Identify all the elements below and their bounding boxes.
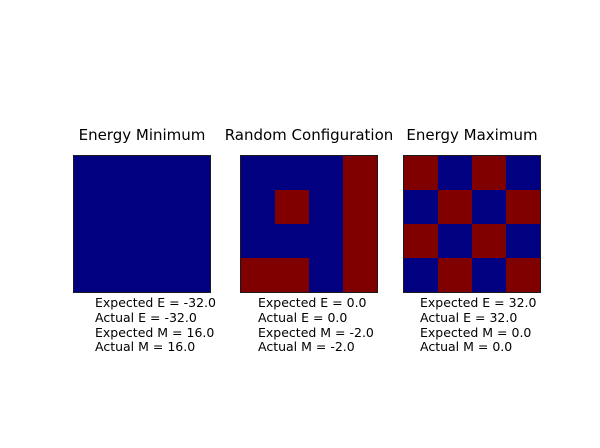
- spin-cell-blue: [142, 258, 176, 292]
- spin-cell-blue: [275, 224, 309, 258]
- stat-line-expected-e: Expected E = 0.0: [258, 295, 367, 310]
- spin-cell-blue: [309, 224, 343, 258]
- stat-line-expected-e: Expected E = -32.0: [95, 295, 216, 310]
- stat-line-expected-e: Expected E = 32.0: [420, 295, 537, 310]
- spin-cell-red: [343, 190, 377, 224]
- spin-cell-blue: [241, 190, 275, 224]
- spin-cell-blue: [438, 224, 472, 258]
- spin-cell-blue: [309, 190, 343, 224]
- spin-cell-blue: [142, 224, 176, 258]
- spin-cell-blue: [506, 224, 540, 258]
- stat-line-actual-e: Actual E = -32.0: [95, 309, 197, 325]
- spin-cell-red: [472, 156, 506, 190]
- spin-cell-blue: [309, 156, 343, 190]
- heatmap-energy-maximum: [403, 155, 541, 293]
- spin-cell-blue: [108, 258, 142, 292]
- spin-cell-red: [506, 258, 540, 292]
- heatmap-random-configuration: [240, 155, 378, 293]
- stat-line-actual-m: Actual M = 0.0: [420, 339, 513, 355]
- spin-cell-blue: [142, 156, 176, 190]
- spin-cell-blue: [176, 190, 210, 224]
- spin-cell-blue: [472, 190, 506, 224]
- stats-block-energy-minimum: Expected E = -32.0 Actual E = -32.0 Expe…: [95, 295, 216, 355]
- spin-cell-blue: [74, 224, 108, 258]
- spin-cell-blue: [241, 224, 275, 258]
- spin-cell-blue: [108, 156, 142, 190]
- spin-cell-blue: [404, 258, 438, 292]
- spin-cell-blue: [108, 224, 142, 258]
- stat-line-expected-m: Expected M = 16.0: [95, 324, 215, 340]
- spin-cell-blue: [176, 156, 210, 190]
- spin-cell-red: [438, 258, 472, 292]
- spin-cell-red: [343, 224, 377, 258]
- spin-cell-red: [343, 156, 377, 190]
- spin-cell-blue: [241, 156, 275, 190]
- spin-cell-red: [241, 258, 275, 292]
- spin-cell-blue: [74, 190, 108, 224]
- panel-title-random-configuration: Random Configuration: [224, 126, 394, 144]
- panel-title-energy-minimum: Energy Minimum: [78, 126, 206, 144]
- spin-cell-blue: [309, 258, 343, 292]
- spin-cell-red: [438, 190, 472, 224]
- stat-line-actual-m: Actual M = -2.0: [258, 339, 355, 355]
- spin-cell-red: [472, 224, 506, 258]
- stat-line-actual-m: Actual M = 16.0: [95, 339, 196, 355]
- stat-line-expected-m: Expected M = -2.0: [258, 324, 374, 340]
- spin-cell-blue: [404, 190, 438, 224]
- spin-cell-red: [275, 258, 309, 292]
- spin-cell-blue: [74, 258, 108, 292]
- stat-line-actual-e: Actual E = 0.0: [258, 309, 348, 325]
- spin-cell-red: [404, 156, 438, 190]
- stat-line-expected-m: Expected M = 0.0: [420, 324, 532, 340]
- stat-line-actual-e: Actual E = 32.0: [420, 309, 518, 325]
- stats-block-energy-maximum: Expected E = 32.0 Actual E = 32.0 Expect…: [420, 295, 537, 355]
- spin-cell-red: [506, 190, 540, 224]
- spin-cell-blue: [176, 224, 210, 258]
- spin-cell-blue: [108, 190, 142, 224]
- spin-cell-red: [343, 258, 377, 292]
- heatmap-energy-minimum: [73, 155, 211, 293]
- spin-cell-blue: [74, 156, 108, 190]
- panel-title-energy-maximum: Energy Maximum: [406, 126, 538, 144]
- stats-block-random-configuration: Expected E = 0.0 Actual E = 0.0 Expected…: [258, 295, 374, 355]
- spin-cell-blue: [472, 258, 506, 292]
- spin-cell-blue: [142, 190, 176, 224]
- spin-cell-red: [404, 224, 438, 258]
- spin-cell-blue: [438, 156, 472, 190]
- spin-cell-blue: [275, 156, 309, 190]
- spin-cell-blue: [176, 258, 210, 292]
- spin-cell-red: [275, 190, 309, 224]
- spin-cell-blue: [506, 156, 540, 190]
